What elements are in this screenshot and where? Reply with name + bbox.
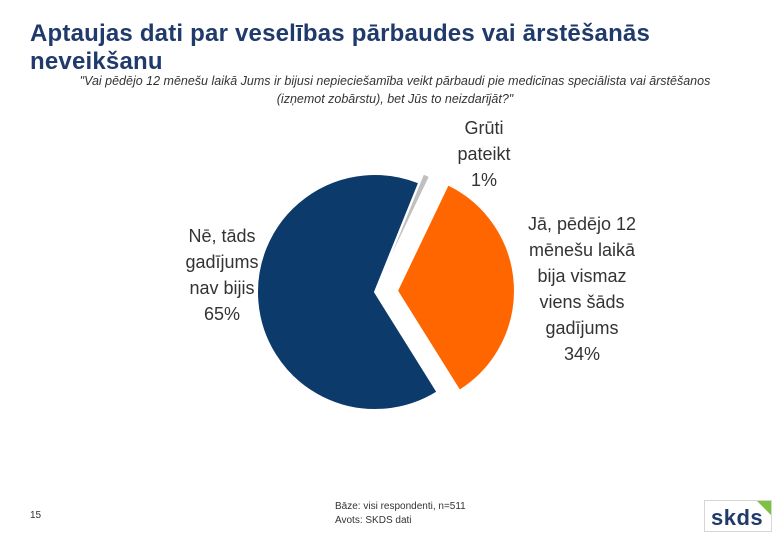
logo-text: skds [711,505,764,530]
pie-slice-2 [395,183,516,393]
slice-label-2: Jā, pēdējo 12 mēnešu laikā bija vismaz vien… [528,214,636,364]
slice-label-line: 34% [564,344,600,364]
slice-label-line: viens šāds [539,292,624,312]
skds-logo: skds [704,500,772,532]
slice-label-line: 1% [471,170,497,190]
page-title: Aptaujas dati par veselības pārbaudes va… [30,20,651,75]
logo-triangle-icon [757,501,771,515]
slice-label-line: gadījums [545,318,618,338]
slice-label-line: gadījums [185,252,258,272]
pie-slices [256,172,516,411]
pie-slice-3 [256,173,439,411]
slice-label-line: Grūti [464,118,503,138]
source-note: Avots: SKDS dati [335,515,412,526]
slice-label-line: Jā, pēdējo 12 [528,214,636,234]
slice-label-line: Nē, tāds [188,226,255,246]
slice-label-line: nav bijis [189,278,254,298]
pie-labels: Grūti pateikt 1% Jā, pēdējo 12 mēnešu laikā b… [185,118,636,364]
slice-label-line: 65% [204,304,240,324]
page-number: 15 [30,510,42,521]
survey-question: "Vai pēdējo 12 mēnešu laikā Jums ir biju… [79,74,711,106]
pie-slice-1 [378,172,432,284]
slice-label-1: Grūti pateikt 1% [457,118,510,190]
slice-label-line: bija vismaz [537,266,626,286]
base-note: Bāze: visi respondenti, n=511 [335,501,466,512]
slice-label-line: pateikt [457,144,510,164]
slice-label-line: mēnešu laikā [529,240,636,260]
footer-notes: Bāze: visi respondenti, n=511 Avots: SKD… [335,500,466,528]
slice-label-3: Nē, tāds gadījums nav bijis 65% [185,226,258,324]
